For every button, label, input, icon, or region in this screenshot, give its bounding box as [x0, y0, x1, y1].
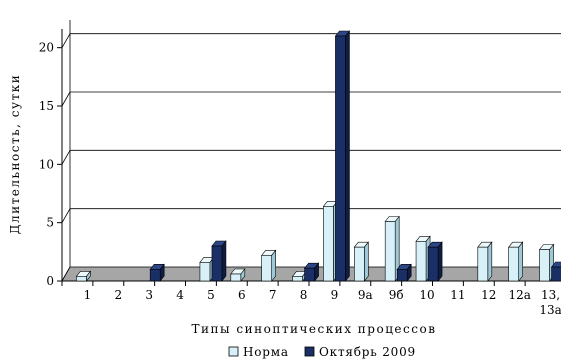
x-tick-label: 8	[300, 288, 308, 302]
x-tick-label: 7	[269, 288, 277, 302]
x-tick-label: 11	[450, 288, 465, 302]
x-tick-label: 6	[238, 288, 246, 302]
x-tick-label: 9б	[389, 288, 404, 302]
x-axis-title: Типы синоптических процессов	[192, 322, 437, 336]
bar-side-face	[518, 241, 523, 282]
bar-front-face	[76, 276, 87, 282]
bar-front-face	[551, 266, 561, 282]
bar-front-face	[261, 255, 272, 282]
bar-front-face	[427, 246, 439, 282]
x-tick-label: 1	[84, 288, 92, 302]
bar-front-face	[292, 276, 303, 282]
legend: Норма Октябрь 2009	[228, 345, 416, 359]
gridline-depth	[61, 91, 71, 107]
x-tick-label: 3	[145, 288, 153, 302]
bar-front-face	[396, 269, 408, 282]
bar-side-face	[364, 241, 369, 282]
y-tick-label: 5	[46, 216, 54, 230]
x-tick-label: 9	[331, 288, 339, 302]
legend-label-norma: Норма	[243, 345, 289, 359]
y-tick-label: 10	[39, 157, 54, 171]
x-tick-label: 5	[207, 288, 215, 302]
bar-norma	[477, 241, 493, 282]
bar-side-face	[221, 240, 227, 282]
bar-norma	[291, 270, 308, 282]
y-axis-title: Длительность, сутки	[8, 74, 22, 234]
y-tick-label: 0	[46, 274, 54, 288]
bar-front-face	[335, 35, 346, 282]
bar-norma	[508, 241, 524, 282]
bar-front-face	[199, 262, 211, 282]
bars	[75, 30, 561, 282]
bar-norma	[75, 270, 92, 282]
bar-front-face	[211, 245, 223, 282]
x-tick-label: 4	[176, 288, 184, 302]
bar-october-2009	[427, 241, 443, 282]
x-tick-label: 10	[419, 288, 434, 302]
bar-side-face	[487, 241, 493, 282]
back-wall-left-edge	[61, 20, 71, 282]
bar-norma	[230, 268, 246, 282]
x-tick-label: 13,	[541, 288, 560, 302]
gridline-depth	[61, 33, 71, 48]
bar-october-2009	[303, 262, 320, 282]
bar-norma	[261, 249, 277, 282]
bar-front-face	[384, 221, 396, 282]
bar-october-2009	[396, 263, 412, 282]
gridline-depth	[61, 150, 71, 165]
bar-front-face	[149, 269, 161, 282]
bar-side-face	[271, 249, 276, 282]
bar-october-2009	[334, 30, 351, 282]
bar-norma	[384, 215, 400, 282]
bar-front-face	[304, 267, 315, 282]
bar-front-face	[477, 246, 489, 282]
bar-front-face	[539, 249, 550, 282]
legend-swatch-norma	[228, 346, 239, 357]
bar-front-face	[508, 246, 519, 282]
x-tick-label: 13а	[539, 303, 561, 317]
bar-front-face	[354, 246, 365, 282]
bar-front-face	[415, 241, 427, 282]
y-tick-label: 15	[39, 99, 54, 113]
bar-october-2009	[211, 240, 227, 282]
bar-october-2009	[550, 261, 561, 282]
x-tick-label: 12а	[508, 288, 530, 302]
bar-october-2009	[149, 263, 165, 282]
bar-front-face	[230, 273, 242, 282]
bar-side-face	[437, 241, 443, 282]
x-tick-label: 12	[481, 288, 496, 302]
bar-front-face	[323, 206, 334, 282]
bar-norma	[353, 241, 369, 282]
bar-side-face	[345, 30, 350, 282]
gridline-depth	[61, 208, 71, 223]
legend-label-october-2009: Октябрь 2009	[319, 345, 416, 359]
plot-area	[61, 20, 561, 282]
x-tick-label: 9а	[358, 288, 373, 302]
legend-swatch-october-2009	[304, 346, 315, 357]
y-tick-label: 20	[39, 41, 54, 55]
x-tick-label: 2	[114, 288, 122, 302]
